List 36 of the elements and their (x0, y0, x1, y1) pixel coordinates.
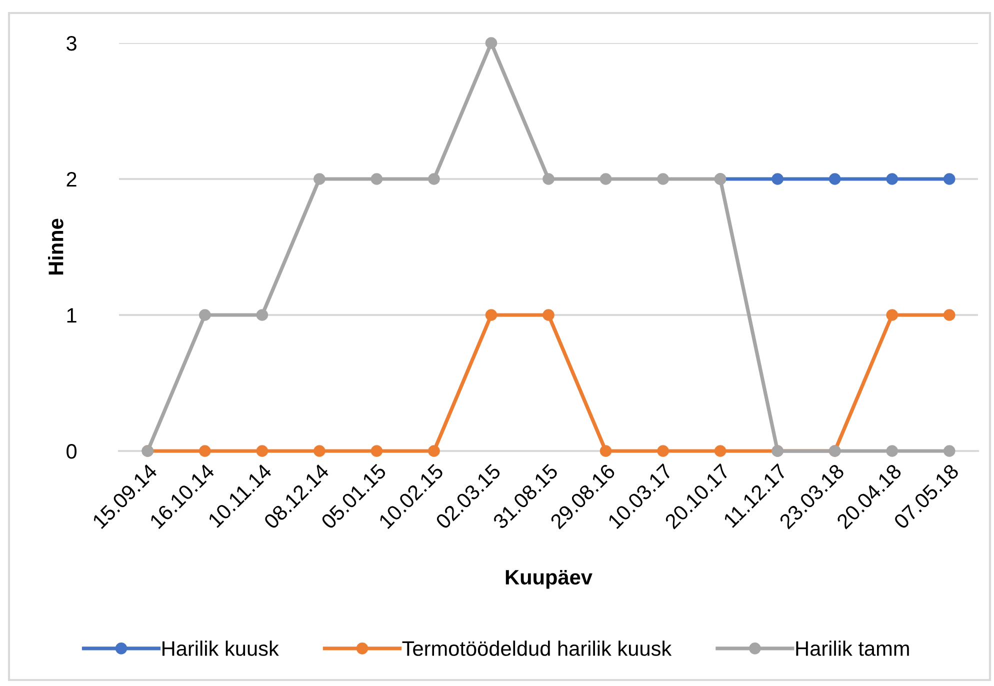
point (600, 445, 612, 457)
point (485, 37, 498, 49)
point (828, 173, 841, 185)
point (886, 173, 898, 185)
point (256, 445, 268, 457)
point (198, 309, 211, 321)
point (542, 309, 554, 321)
y-tick-label: 2 (66, 172, 76, 187)
y-tick-label: 0 (66, 444, 77, 459)
point (657, 173, 669, 185)
point (943, 309, 956, 321)
point (600, 173, 612, 185)
y-tick-label: 3 (66, 36, 76, 51)
y-tick-label: 1 (67, 308, 76, 323)
point (198, 445, 211, 457)
legend-label: Harilik kuusk (162, 640, 279, 656)
point (886, 309, 898, 321)
legend-label: Harilik tamm (796, 640, 909, 656)
point (485, 309, 498, 321)
point (314, 445, 326, 457)
y-axis-title: Hinne (48, 218, 64, 275)
point (657, 445, 669, 457)
point (714, 445, 726, 457)
point (542, 173, 554, 185)
point (943, 445, 956, 457)
point (772, 173, 784, 185)
point (428, 173, 440, 185)
point (370, 445, 383, 457)
legend-label: Termotöödeldud harilik kuusk (402, 640, 672, 656)
point (314, 173, 326, 185)
point (428, 445, 440, 457)
point (886, 445, 898, 457)
point (256, 309, 268, 321)
x-axis-title: Kuupäev (506, 570, 592, 589)
point (943, 173, 956, 185)
point (370, 173, 383, 185)
